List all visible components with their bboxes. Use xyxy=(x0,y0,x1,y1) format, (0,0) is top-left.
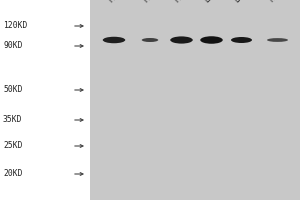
Text: HEK293: HEK293 xyxy=(106,0,134,4)
Text: Brain: Brain xyxy=(232,0,253,4)
Text: 50KD: 50KD xyxy=(3,85,22,94)
Ellipse shape xyxy=(142,38,158,42)
Text: 90KD: 90KD xyxy=(3,42,22,50)
Text: Heart: Heart xyxy=(172,0,194,4)
Ellipse shape xyxy=(231,37,252,43)
Text: Hela: Hela xyxy=(141,0,160,4)
Text: 120KD: 120KD xyxy=(3,21,27,30)
Ellipse shape xyxy=(267,38,288,42)
Text: Kidney: Kidney xyxy=(267,0,292,4)
Text: 25KD: 25KD xyxy=(3,142,22,150)
Text: 35KD: 35KD xyxy=(3,116,22,124)
Bar xyxy=(90,0,300,200)
Ellipse shape xyxy=(200,36,223,44)
Ellipse shape xyxy=(170,36,193,44)
Text: 20KD: 20KD xyxy=(3,170,22,178)
Ellipse shape xyxy=(103,37,125,43)
Text: Liver: Liver xyxy=(202,0,222,4)
